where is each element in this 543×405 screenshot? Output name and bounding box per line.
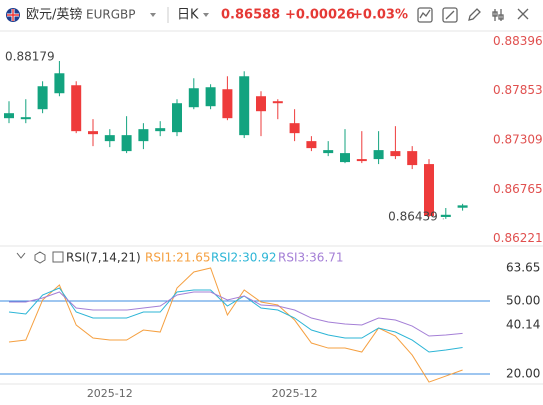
collapse-icon[interactable]	[16, 252, 26, 259]
fullscreen-icon[interactable]	[517, 8, 529, 20]
indicator-box[interactable]	[52, 251, 64, 263]
y-tick-label: 0.87853	[493, 83, 543, 97]
candle-body	[71, 85, 82, 132]
candle-body	[205, 87, 216, 107]
legend-entry: RSI3:36.71	[278, 251, 344, 265]
price: 0.86588	[221, 8, 280, 23]
candle-body	[37, 86, 48, 110]
candle-body	[340, 153, 350, 163]
settings-icon[interactable]	[34, 251, 46, 264]
candle-body	[121, 135, 132, 152]
change: +0.00026	[285, 8, 355, 23]
candle-body	[289, 123, 300, 134]
y-tick-label: 0.86765	[493, 182, 543, 196]
x-tick-label: 2025-12	[87, 387, 133, 400]
y-tick-label: 20.00	[506, 367, 540, 381]
rsi-line	[8, 267, 463, 383]
candle-body	[390, 151, 401, 157]
candle-body	[306, 141, 317, 149]
candle-body	[373, 150, 384, 160]
candle-body	[222, 89, 233, 119]
max-annotation: 0.88179	[5, 50, 55, 64]
min-annotation: 0.86439	[388, 209, 438, 223]
change-pct: +0.03%	[352, 8, 408, 23]
y-tick-label: 50.00	[506, 294, 540, 308]
candle-body	[172, 103, 182, 133]
candle-body	[356, 159, 367, 162]
draw-icon[interactable]	[442, 7, 458, 23]
rsi-line	[8, 287, 463, 353]
y-tick-label: 0.87309	[493, 132, 543, 146]
candle-body	[239, 76, 250, 136]
indicator-icon[interactable]	[417, 7, 433, 23]
x-tick-label: 2025-12	[272, 387, 318, 400]
y-tick-label: 63.65	[506, 260, 540, 274]
flag	[6, 8, 20, 22]
candle-body	[457, 205, 468, 208]
candle-body	[54, 73, 65, 94]
candle-body	[256, 96, 266, 112]
candle-body	[272, 101, 283, 104]
y-tick-label: 40.14	[506, 318, 540, 332]
legend-entry: RSI2:30.92	[211, 251, 277, 265]
legend-entry: RSI1:21.65	[145, 251, 211, 265]
dropdown-arrow[interactable]	[150, 13, 156, 17]
candle-body	[407, 151, 418, 166]
candle-body	[88, 131, 98, 135]
dropdown-arrow[interactable]	[203, 13, 209, 17]
edit-icon[interactable]	[468, 8, 481, 21]
candle-body	[323, 150, 334, 154]
symbol[interactable]: EURGBP	[86, 8, 135, 22]
candle-body	[155, 128, 166, 132]
settings-icon[interactable]	[492, 9, 504, 21]
candle-body	[104, 135, 115, 142]
rsi-header: RSI(7,14,21)	[16, 251, 141, 265]
rsi-line	[9, 291, 463, 337]
y-tick-label: 0.88396	[493, 34, 543, 48]
y-tick-label: 0.86221	[493, 231, 543, 245]
candle-body	[188, 88, 199, 108]
rsi-title: RSI(7,14,21)	[66, 251, 141, 265]
candle-body	[20, 117, 31, 120]
candle-body	[440, 214, 451, 217]
candle-body	[424, 164, 434, 216]
candle-body	[138, 129, 149, 142]
candle-body	[4, 113, 14, 119]
instrument-name: 欧元/英镑	[26, 7, 82, 23]
period[interactable]: 日K	[177, 8, 199, 23]
